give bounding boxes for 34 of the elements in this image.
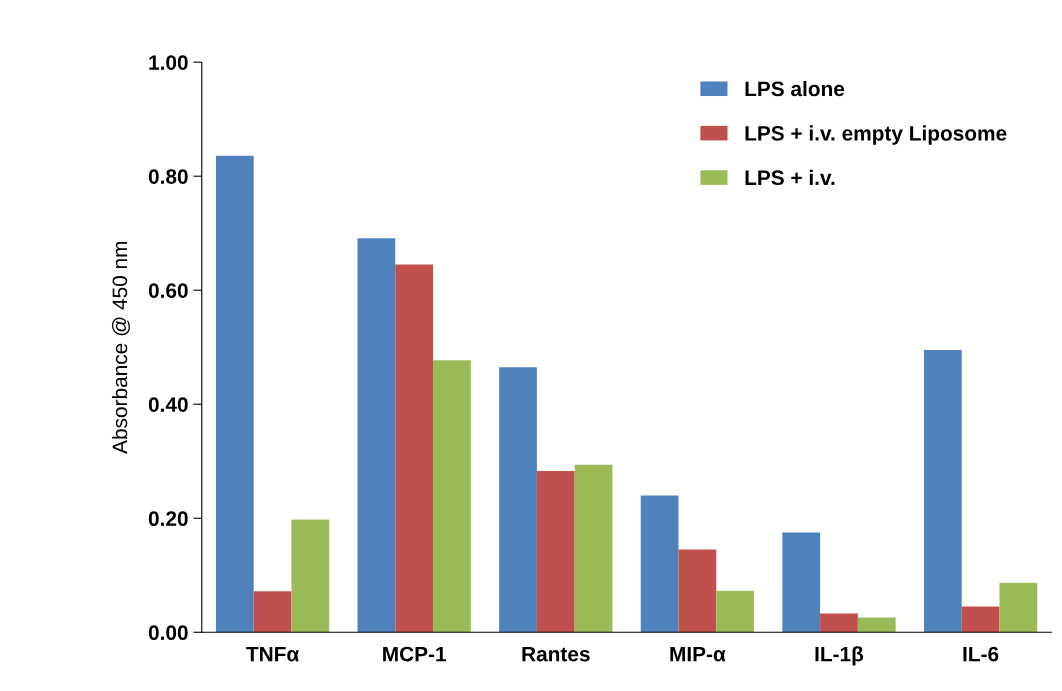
y-tick-label: 0.80 xyxy=(148,169,188,184)
y-tick-label: 0.20 xyxy=(148,511,188,526)
bar xyxy=(357,238,396,633)
bar xyxy=(499,367,537,633)
x-tick-label: Rantes xyxy=(522,646,590,662)
legend-label: LPS + i.v. xyxy=(745,169,835,186)
bar xyxy=(536,470,575,633)
x-tick-label: MCP-1 xyxy=(383,646,447,662)
legend-label: LPS + i.v. empty Liposome xyxy=(745,125,1007,145)
x-tick-label: IL-1β xyxy=(815,646,864,666)
bar xyxy=(857,617,896,633)
bar xyxy=(433,360,471,633)
y-tick-label: 1.00 xyxy=(149,55,188,70)
legend-label: LPS alone xyxy=(745,80,845,97)
bar xyxy=(999,582,1038,633)
bar xyxy=(716,590,755,633)
bar xyxy=(215,155,254,633)
bar xyxy=(291,519,330,633)
bar xyxy=(574,464,613,633)
y-axis-title: Absorbance @ 450 nm xyxy=(111,241,130,454)
y-tick-label: 0.60 xyxy=(148,283,188,298)
bar xyxy=(923,350,962,633)
bar xyxy=(782,532,821,633)
bar xyxy=(640,495,679,633)
bar xyxy=(678,549,717,633)
bar xyxy=(253,591,292,633)
y-tick-label: 0.00 xyxy=(148,625,188,641)
x-tick-label: MIP-α xyxy=(670,646,726,662)
x-tick-label: IL-6 xyxy=(963,646,999,662)
bar xyxy=(395,264,434,633)
x-tick-label: TNFα xyxy=(246,646,300,662)
bar xyxy=(961,606,1000,633)
bar xyxy=(820,613,858,633)
y-tick-label: 0.40 xyxy=(148,397,188,412)
